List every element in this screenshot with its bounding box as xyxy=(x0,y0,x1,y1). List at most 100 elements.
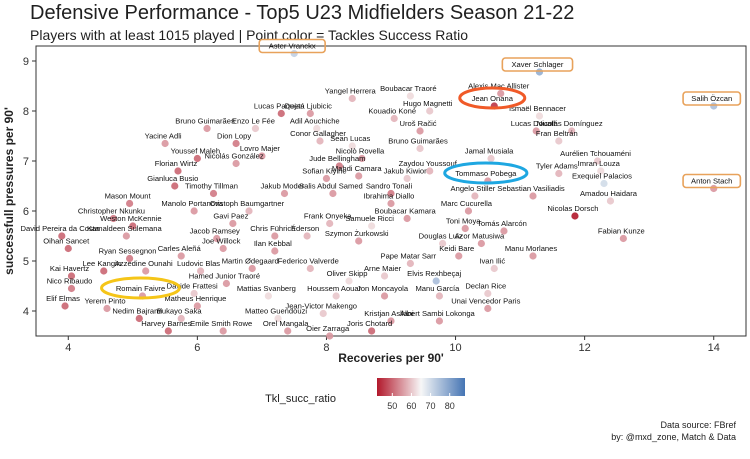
point-label: Jakub Kiwior xyxy=(384,167,428,176)
data-point xyxy=(358,154,366,163)
point-label: Elif Elmas xyxy=(46,294,80,303)
point-label: Mason Mount xyxy=(105,192,152,201)
data-point xyxy=(619,234,627,243)
data-point xyxy=(406,92,414,100)
point-label: Éderson xyxy=(291,224,319,233)
data-point xyxy=(284,327,292,335)
data-point xyxy=(329,189,337,198)
data-point xyxy=(597,167,605,175)
point-label: David Pereira da Costa xyxy=(21,224,100,233)
point-label: Cristoph Baumgartner xyxy=(210,199,285,208)
point-label: Kai Havertz xyxy=(50,264,89,273)
data-point xyxy=(326,332,334,340)
data-point xyxy=(177,252,185,260)
point-label: Nicolò Rovella xyxy=(336,147,385,156)
color-legend-title: Tkl_succ_ratio xyxy=(265,393,336,405)
point-label: Youssef Maleh xyxy=(171,147,221,156)
point-label: Toni Moya xyxy=(446,217,481,226)
point-label: Aster Vranckx xyxy=(269,42,316,51)
point-label: Matheus Henrique xyxy=(164,294,226,303)
data-point xyxy=(332,292,340,300)
data-point xyxy=(280,189,289,198)
point-label: Joris Chotard xyxy=(347,319,392,328)
y-axis-label: successfull pressures per 90' xyxy=(2,107,16,275)
point-label: Enzo Le Fée xyxy=(232,117,275,126)
data-point xyxy=(593,157,602,165)
point-label: Ryan Sessegnon xyxy=(99,247,157,256)
data-point xyxy=(535,112,544,120)
data-point xyxy=(248,264,256,273)
data-point xyxy=(109,214,118,223)
highlight-circle xyxy=(458,86,527,110)
point-label: Uroš Račić xyxy=(399,119,436,128)
color-legend-tick-label: 50 xyxy=(387,401,397,411)
data-point xyxy=(219,327,227,335)
point-label: Lucas Paquetá xyxy=(254,102,305,111)
data-point xyxy=(380,292,389,300)
data-point xyxy=(326,219,334,228)
point-label: Angelo Stiller xyxy=(451,184,496,193)
point-label: Davide Frattesi xyxy=(167,282,218,291)
data-point xyxy=(271,232,279,240)
data-point xyxy=(64,244,72,253)
color-legend: Tkl_succ_ratio 50 60 70 80 xyxy=(265,378,465,411)
point-label: Kouadio Koné xyxy=(368,107,416,116)
y-tick-label: 7 xyxy=(23,156,29,168)
y-tick-label: 5 xyxy=(23,256,29,268)
point-label: Gavi Paez xyxy=(213,212,248,221)
data-point xyxy=(335,162,343,170)
point-label: Gianluca Busio xyxy=(147,174,198,183)
point-label: Albert Sambi Lokonga xyxy=(400,309,475,318)
point-label: Anton Stach xyxy=(691,177,732,186)
data-point xyxy=(232,139,240,148)
point-label: Tyler Adams xyxy=(536,162,578,171)
point-label: Boubacar Kamara xyxy=(375,207,437,216)
highlight-circle xyxy=(100,276,181,300)
color-legend-tick-label: 80 xyxy=(445,401,455,411)
point-label: Elvis Rexhbeçaj xyxy=(407,269,461,278)
point-label: Jean Onana xyxy=(472,94,514,103)
data-point xyxy=(196,267,205,275)
point-label: Martin Ødegaard xyxy=(222,257,279,266)
point-label: Douglas Luiz xyxy=(419,232,463,241)
data-point xyxy=(387,189,395,198)
data-point xyxy=(555,137,563,145)
data-point xyxy=(213,234,221,243)
highlight-box xyxy=(682,173,742,189)
data-point xyxy=(416,127,424,135)
point-label: Exequiel Palacios xyxy=(572,172,632,181)
point-label: Yangel Herrera xyxy=(325,87,377,96)
point-label: Harvey Barnes xyxy=(141,319,191,328)
point-label: Sean Lucas xyxy=(330,134,370,143)
data-point xyxy=(345,277,353,285)
data-point xyxy=(103,304,111,313)
point-label: Sebastian Vasiliadis xyxy=(497,184,565,193)
point-label: Aurélien Tchouaméni xyxy=(560,149,631,158)
point-label: Jakub Moder xyxy=(261,182,305,191)
data-point xyxy=(61,302,69,310)
point-label: Tomás Alarcón xyxy=(477,219,527,228)
data-point xyxy=(432,277,440,285)
data-point xyxy=(390,114,398,123)
data-point xyxy=(67,284,76,293)
data-point xyxy=(125,254,134,263)
point-label: Joe Willock xyxy=(202,237,241,246)
point-label: Mahdi Camara xyxy=(332,164,383,173)
x-tick-label: 6 xyxy=(194,342,200,354)
color-legend-bar xyxy=(377,378,465,396)
data-point xyxy=(368,327,376,335)
data-point xyxy=(348,94,356,103)
point-label: Unai Vencedor Paris xyxy=(451,297,520,306)
color-legend-tick-label: 70 xyxy=(426,401,436,411)
data-point xyxy=(529,192,537,200)
data-point xyxy=(426,167,434,175)
point-label: Manu Morlanes xyxy=(505,244,558,253)
point-label: Boubacar Traoré xyxy=(380,84,437,93)
point-label: Sandro Tonali xyxy=(366,182,413,191)
x-tick-label: 8 xyxy=(323,342,329,354)
point-label: Houssem Aouar xyxy=(307,284,361,293)
highlight-box xyxy=(501,57,574,72)
point-label: Jamal Musiala xyxy=(465,147,514,156)
y-tick-label: 9 xyxy=(23,56,29,68)
point-label: Kristjan Asllani xyxy=(364,309,414,318)
